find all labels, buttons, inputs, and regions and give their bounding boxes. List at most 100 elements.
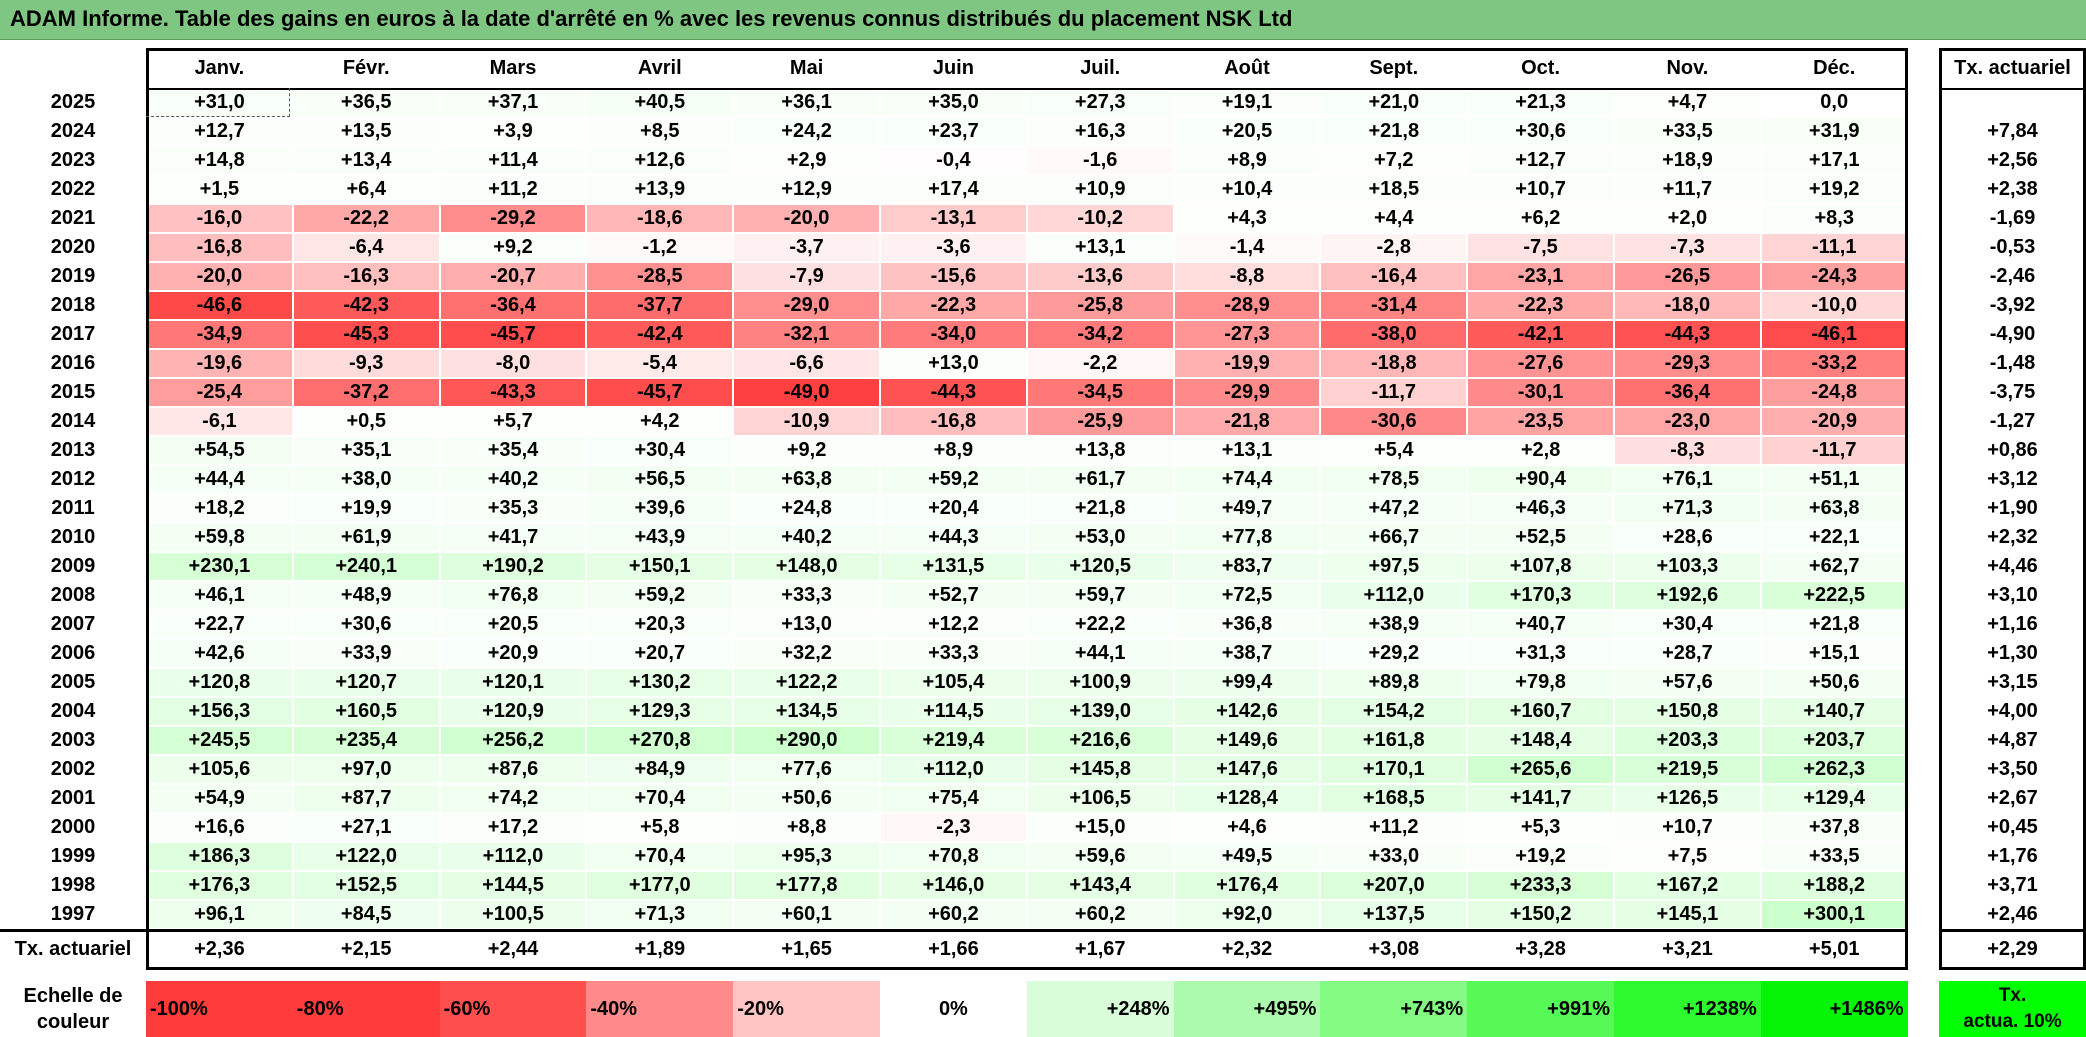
- table-cell: +97,5: [1321, 553, 1467, 580]
- table-cell: +160,5: [293, 698, 439, 725]
- table-cell: +70,8: [881, 843, 1026, 870]
- table-cell: -11,1: [1761, 234, 1907, 261]
- table-cell: -3,7: [734, 234, 879, 261]
- table-cell: -5,4: [587, 350, 733, 377]
- table-cell: +186,3: [147, 843, 292, 870]
- table-cell: +203,7: [1761, 727, 1907, 754]
- table-cell: +79,8: [1468, 669, 1613, 696]
- table-cell: +300,1: [1761, 901, 1907, 928]
- table-cell: +28,7: [1615, 640, 1760, 667]
- table-cell: +5,7: [440, 408, 586, 435]
- year-label: 1998: [50, 874, 96, 896]
- year-label: 1997: [50, 903, 96, 925]
- table-cell: +150,1: [587, 553, 733, 580]
- tx-cell: -4,90: [1989, 323, 2036, 345]
- footer-cell: +1,67: [1074, 938, 1126, 960]
- table-cell: +23,7: [881, 118, 1026, 145]
- table-cell: -29,3: [1615, 350, 1760, 377]
- table-cell: +12,2: [881, 611, 1026, 638]
- table-cell: -7,3: [1615, 234, 1760, 261]
- table-cell: +17,1: [1761, 147, 1907, 174]
- table-cell: +168,5: [1321, 785, 1467, 812]
- table-cell: -10,9: [734, 408, 879, 435]
- table-cell: -19,9: [1174, 350, 1320, 377]
- tx-cell: -1,27: [1989, 410, 2036, 432]
- table-cell: +40,2: [734, 524, 879, 551]
- year-label: 2019: [50, 265, 96, 287]
- table-cell: +19,1: [1174, 89, 1320, 116]
- scale-tx-line2: actua. 10%: [1963, 1011, 2062, 1032]
- table-cell: +35,4: [440, 437, 586, 464]
- table-cell: -2,8: [1321, 234, 1467, 261]
- table-cell: +61,9: [293, 524, 439, 551]
- table-cell: +265,6: [1468, 756, 1613, 783]
- footer-cell: +2,36: [194, 938, 245, 960]
- table-cell: +9,2: [734, 437, 879, 464]
- table-cell: +9,2: [440, 234, 586, 261]
- table-cell: +87,7: [293, 785, 439, 812]
- table-cell: +235,4: [293, 727, 439, 754]
- table-cell: +145,8: [1027, 756, 1173, 783]
- table-cell: +19,9: [293, 495, 439, 522]
- table-cell: -44,3: [881, 379, 1026, 406]
- table-cell: -33,2: [1761, 350, 1907, 377]
- table-cell: +8,9: [1174, 147, 1320, 174]
- table-cell: -31,4: [1321, 292, 1467, 319]
- table-cell: +20,7: [587, 640, 733, 667]
- tx-cell: +2,67: [1987, 787, 2038, 809]
- table-cell: +30,4: [587, 437, 733, 464]
- footer-cell: +1,65: [781, 938, 832, 960]
- table-cell: +4,4: [1321, 205, 1467, 232]
- table-cell: +152,5: [293, 872, 439, 899]
- table-cell: +16,6: [147, 814, 292, 841]
- table-cell: -6,1: [147, 408, 292, 435]
- tx-cell: -2,46: [1989, 265, 2036, 287]
- table-cell: +35,0: [881, 89, 1026, 116]
- table-cell: +103,3: [1615, 553, 1760, 580]
- table-cell: +233,3: [1468, 872, 1613, 899]
- table-cell: +33,9: [293, 640, 439, 667]
- table-cell: -15,6: [881, 263, 1026, 290]
- table-cell: +106,5: [1027, 785, 1173, 812]
- footer-cell: +2,32: [1221, 938, 1273, 960]
- table-cell: +31,9: [1761, 118, 1907, 145]
- table-cell: +170,3: [1468, 582, 1613, 609]
- table-cell: -1,4: [1174, 234, 1320, 261]
- tx-cell: +1,90: [1987, 497, 2038, 519]
- table-cell: +146,0: [881, 872, 1026, 899]
- table-cell: -16,0: [147, 205, 292, 232]
- table-cell: +36,5: [293, 89, 439, 116]
- tx-cell: -0,53: [1989, 236, 2036, 258]
- tx-cell: +2,38: [1987, 178, 2038, 200]
- table-cell: -28,5: [587, 263, 733, 290]
- scale-label-line1: Echelle de: [23, 985, 123, 1007]
- year-label: 2001: [50, 787, 96, 809]
- table-cell: +54,5: [147, 437, 292, 464]
- table-cell: -34,9: [147, 321, 292, 348]
- table-cell: -20,0: [734, 205, 879, 232]
- footer-cell: +3,21: [1662, 938, 1713, 960]
- scale-swatch: +991%: [1467, 981, 1614, 1037]
- table-cell: +13,5: [293, 118, 439, 145]
- table-cell: +11,4: [440, 147, 586, 174]
- table-cell: +20,5: [1174, 118, 1320, 145]
- table-cell: -0,4: [881, 147, 1026, 174]
- tx-cell: +3,12: [1987, 468, 2038, 490]
- table-cell: +84,5: [293, 901, 439, 928]
- tx-cell: +4,46: [1987, 555, 2038, 577]
- table-cell: -8,8: [1174, 263, 1320, 290]
- month-header: Juin: [932, 57, 974, 79]
- year-label: 2016: [50, 352, 96, 374]
- footer-cell: +2,15: [340, 938, 392, 960]
- table-cell: +177,0: [587, 872, 733, 899]
- table-cell: +40,2: [440, 466, 586, 493]
- table-cell: +90,4: [1468, 466, 1613, 493]
- year-label: 2006: [50, 642, 96, 664]
- year-label: 2000: [50, 816, 96, 838]
- table-cell: +13,1: [1174, 437, 1320, 464]
- table-cell: +130,2: [587, 669, 733, 696]
- table-cell: +51,1: [1761, 466, 1907, 493]
- tx-cell: -1,69: [1989, 207, 2036, 229]
- table-cell: +12,9: [734, 176, 879, 203]
- table-cell: +150,8: [1615, 698, 1760, 725]
